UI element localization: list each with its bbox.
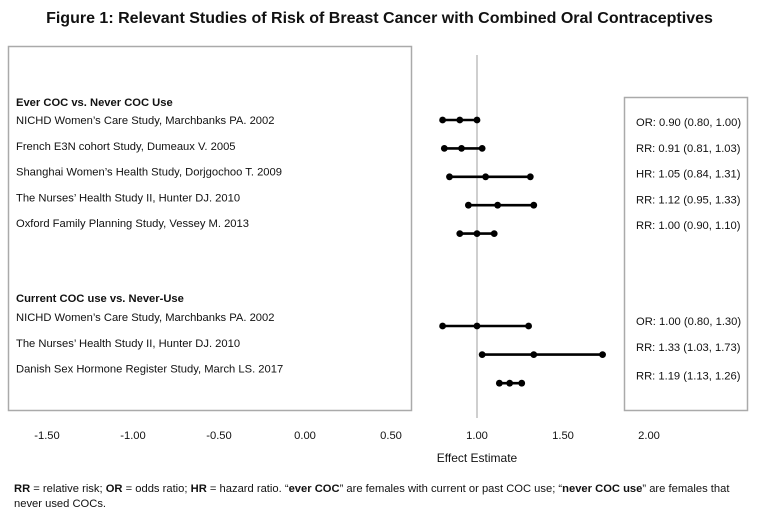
study-label: NICHD Women’s Care Study, Marchbanks PA.… [16,312,274,324]
footnote-never-def: ” are females that never used COCs. [14,483,730,510]
estimate-text: RR: 1.00 (0.90, 1.10) [636,220,741,232]
x-tick-label: 2.00 [638,430,660,442]
group-heading: Current COC use vs. Never-Use [16,293,184,305]
footnote-or-abbr: OR [105,483,123,495]
ci-high-point [473,116,481,124]
estimate-text: RR: 0.91 (0.81, 1.03) [636,143,741,155]
x-tick-label: -0.50 [206,430,232,442]
footnote-hr-abbr: HR [190,483,207,495]
ci-high-point [518,379,526,387]
footnote-rr-abbr: RR [14,483,31,495]
footnote-ever-def: ” are females with current or past COC u… [339,483,563,495]
ci-high-point [490,230,498,238]
estimate-text-frame [623,96,749,412]
estimate-text: OR: 1.00 (0.80, 1.30) [636,316,741,328]
estimate-text: RR: 1.12 (0.95, 1.33) [636,194,741,206]
x-tick-label: 1.00 [466,430,488,442]
ci-low-point [456,230,464,238]
study-label: Danish Sex Hormone Register Study, March… [16,364,283,376]
estimate-point [473,322,481,330]
x-tick-label: -1.50 [34,430,60,442]
ci-low-point [439,116,446,124]
x-tick-label: 0.50 [380,430,402,442]
group-heading: Ever COC vs. Never COC Use [16,97,173,109]
study-label: Oxford Family Planning Study, Vessey M. … [16,218,249,230]
estimate-point [494,201,502,209]
ci-low-point [440,145,448,152]
footnote-rr-def: = relative risk; [30,483,106,495]
ci-low-point [495,379,503,387]
footnote-or-def: = odds ratio; [122,483,191,495]
estimate-point [456,116,464,124]
ci-high-point [526,173,534,181]
study-label: The Nurses’ Health Study II, Hunter DJ. … [16,338,240,350]
estimate-point [530,351,538,358]
estimate-point [473,230,481,238]
estimate-text: HR: 1.05 (0.84, 1.31) [636,169,741,181]
ci-low-point [439,322,446,330]
ci-low-point [478,351,486,358]
ci-high-point [599,351,606,358]
x-tick-label: -1.00 [120,430,146,442]
ci-high-point [525,322,532,330]
x-tick-label: 0.00 [294,430,316,442]
study-label: French E3N cohort Study, Dumeaux V. 2005 [16,141,236,153]
ci-low-point [446,173,453,181]
ci-high-point [530,201,538,209]
footnote-never-term: never COC use [562,483,643,495]
estimate-point [482,173,489,181]
footnote-hr-def: = hazard ratio. “ [206,483,289,495]
x-axis-label: Effect Estimate [437,451,518,465]
x-tick-label: 1.50 [552,430,574,442]
study-label-frame [7,45,413,412]
estimate-point [506,379,514,387]
estimate-text: RR: 1.19 (1.13, 1.26) [636,371,741,383]
estimate-text: OR: 0.90 (0.80, 1.00) [636,117,741,129]
chart-title: Figure 1: Relevant Studies of Risk of Br… [46,10,713,27]
study-label: NICHD Women’s Care Study, Marchbanks PA.… [16,115,274,127]
estimate-text: RR: 1.33 (1.03, 1.73) [636,342,741,354]
study-label: The Nurses’ Health Study II, Hunter DJ. … [16,192,240,204]
footnote-ever-term: ever COC [288,483,340,495]
estimate-point [458,145,465,152]
footnote: RR = relative risk; OR = odds ratio; HR … [14,482,749,512]
ci-low-point [465,201,472,209]
ci-high-point [478,145,486,152]
forest-plot: Ever COC vs. Never COC Use NICHD Women’s … [7,45,749,465]
study-label: Shanghai Women’s Health Study, Dorjgocho… [16,167,282,179]
